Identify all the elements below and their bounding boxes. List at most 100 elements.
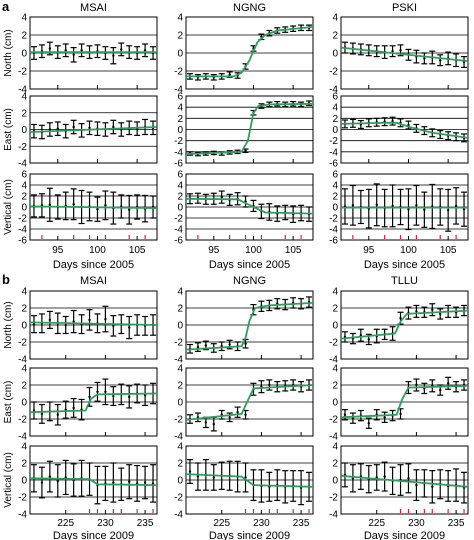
error-bar — [102, 305, 109, 333]
error-bar — [413, 304, 420, 318]
y-tick-label: 4 — [21, 181, 27, 192]
error-bar — [242, 462, 249, 493]
error-bar — [405, 120, 412, 130]
data-point — [120, 48, 123, 51]
error-bar — [429, 183, 436, 230]
data-point — [40, 412, 44, 416]
data-point — [399, 49, 402, 52]
error-bar — [70, 188, 77, 221]
data-point — [104, 317, 107, 321]
subplot-tllu-0: -4 -2 0 2 4 — [329, 287, 469, 366]
y-tick-label: -2 — [174, 493, 183, 504]
error-bar — [413, 469, 420, 501]
error-bar — [349, 184, 356, 226]
data-point — [454, 204, 458, 208]
error-bar — [421, 382, 428, 395]
y-tick-label: 2 — [177, 114, 183, 125]
y-axis-label: Vertical (cm) — [3, 452, 14, 508]
y-tick-label: -2 — [18, 338, 27, 349]
y-tick-label: 0 — [177, 321, 183, 332]
panel-label: b — [2, 272, 10, 287]
model-fit-line — [185, 302, 314, 351]
plot-frame — [185, 290, 314, 360]
y-tick-label: -4 — [174, 432, 183, 443]
x-axis-label: Days since 2005 — [364, 259, 445, 271]
data-point — [439, 312, 442, 316]
error-bar — [421, 52, 428, 65]
subplot-ngng-2: -4 -2 0 2 4 — [174, 442, 314, 521]
y-axis-label: Vertical (cm) — [3, 179, 14, 235]
error-bar — [298, 470, 305, 506]
x-tick-label: 95 — [52, 245, 64, 256]
data-point — [228, 343, 231, 346]
x-tick-label: 235 — [137, 518, 154, 529]
error-bar — [118, 194, 125, 219]
error-bar — [218, 190, 225, 204]
error-bar — [445, 376, 452, 390]
y-tick-label: 4 — [177, 287, 183, 298]
error-bar — [46, 187, 53, 222]
y-tick-label: 4 — [21, 364, 27, 375]
error-bar — [78, 43, 85, 58]
model-fit-line — [29, 205, 158, 209]
subplot-msai-0: -4 -2 0 2 4 North (cm) — [3, 13, 158, 96]
error-bar — [453, 187, 460, 225]
y-tick-label: 2 — [332, 304, 338, 315]
x-tick-label: 235 — [293, 518, 310, 529]
plot-frame — [340, 290, 469, 360]
x-axis-label: Days since 2005 — [53, 259, 134, 271]
error-bar — [381, 117, 388, 127]
y-tick-label: 2 — [21, 192, 27, 203]
y-tick-label: -2 — [329, 338, 338, 349]
y-tick-label: 4 — [332, 13, 338, 24]
data-point — [212, 422, 215, 426]
y-tick-label: 0 — [332, 125, 338, 136]
model-fit-line — [29, 126, 158, 133]
error-bar — [186, 459, 193, 484]
data-point — [415, 204, 418, 207]
y-tick-label: -2 — [329, 493, 338, 504]
y-tick-label: 0 — [177, 49, 183, 60]
y-tick-label: 2 — [21, 31, 27, 42]
model-fit-line — [340, 474, 469, 488]
error-bar — [62, 43, 69, 58]
y-tick-label: 2 — [177, 31, 183, 42]
data-point — [56, 479, 59, 483]
model-fit-line — [340, 385, 469, 419]
error-bar — [38, 193, 45, 218]
error-bar — [437, 54, 444, 67]
x-tick-label: 230 — [97, 518, 114, 529]
y-tick-label: 2 — [332, 114, 338, 125]
subplot-tllu-2: -4 -2 0 2 4 — [329, 442, 469, 521]
y-tick-label: 0 — [21, 476, 27, 487]
error-bar — [142, 43, 149, 58]
error-bar — [38, 466, 45, 499]
error-bar — [110, 386, 117, 406]
y-tick-label: -2 — [174, 214, 183, 225]
y-axis-label: North (cm) — [3, 29, 14, 76]
error-bar — [218, 409, 225, 420]
data-point — [32, 322, 36, 326]
data-point — [128, 395, 131, 399]
error-bar — [134, 464, 141, 502]
error-bar — [102, 378, 109, 406]
y-tick-label: 4 — [21, 287, 27, 298]
x-tick-label: 105 — [440, 245, 457, 256]
error-bar — [258, 380, 265, 394]
error-bar — [142, 384, 149, 406]
data-point — [244, 149, 247, 152]
plot-frame — [29, 95, 158, 164]
data-point — [48, 475, 52, 478]
y-tick-label: 4 — [177, 181, 183, 192]
plot-frame — [185, 445, 314, 515]
data-point — [112, 394, 115, 398]
error-bar — [373, 183, 380, 227]
plot-frame — [185, 16, 314, 90]
model-fit-line — [29, 392, 158, 414]
data-point — [383, 475, 386, 478]
y-tick-label: -2 — [18, 415, 27, 426]
y-tick-label: 0 — [177, 476, 183, 487]
